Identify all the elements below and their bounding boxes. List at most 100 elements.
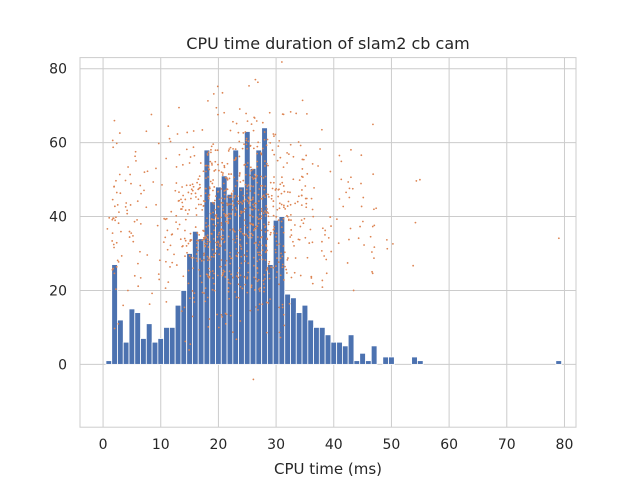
scatter-point — [277, 195, 280, 198]
scatter-point — [199, 162, 202, 164]
scatter-point — [178, 106, 180, 109]
scatter-point — [265, 331, 268, 334]
scatter-point — [362, 196, 365, 199]
scatter-point — [195, 246, 198, 249]
histogram-bar — [180, 290, 188, 365]
scatter-point — [258, 258, 261, 261]
scatter-point — [203, 254, 205, 257]
scatter-point — [245, 137, 248, 140]
scatter-point — [275, 187, 278, 190]
scatter-point — [267, 164, 269, 167]
scatter-point — [245, 233, 247, 236]
scatter-point — [319, 148, 321, 150]
scatter-point — [132, 235, 134, 237]
scatter-point — [156, 224, 159, 227]
scatter-point — [242, 132, 245, 134]
scatter-point — [267, 221, 270, 224]
scatter-point — [249, 144, 252, 147]
scatter-point — [232, 228, 235, 231]
scatter-point — [164, 287, 167, 290]
scatter-point — [251, 234, 254, 237]
y-tick-label: 60 — [49, 136, 67, 152]
scatter-point — [246, 162, 249, 164]
scatter-point — [301, 168, 304, 170]
histogram-bar — [411, 356, 418, 365]
scatter-point — [206, 234, 209, 237]
scatter-point — [252, 185, 255, 188]
scatter-point — [207, 195, 210, 198]
scatter-point — [213, 282, 215, 285]
scatter-point — [187, 242, 190, 245]
scatter-point — [208, 186, 211, 189]
scatter-point — [140, 192, 142, 195]
scatter-point — [255, 241, 257, 244]
scatter-point — [146, 254, 149, 256]
scatter-point — [224, 176, 227, 179]
scatter-point — [111, 240, 114, 242]
scatter-point — [115, 179, 117, 182]
scatter-point — [236, 271, 239, 274]
scatter-point — [162, 241, 165, 244]
scatter-point — [217, 233, 220, 236]
scatter-point — [329, 170, 332, 173]
scatter-point — [359, 225, 361, 228]
scatter-point — [213, 199, 216, 202]
scatter-point — [302, 158, 305, 161]
scatter-point — [244, 283, 246, 286]
scatter-point — [173, 253, 175, 256]
scatter-point — [211, 201, 214, 204]
scatter-point — [254, 202, 256, 205]
scatter-point — [206, 153, 209, 155]
histogram-bar — [336, 341, 343, 365]
scatter-point — [321, 279, 324, 282]
scatter-point — [169, 244, 172, 247]
scatter-point — [300, 204, 303, 207]
scatter-point — [201, 291, 204, 294]
scatter-point — [206, 259, 209, 262]
scatter-point — [280, 203, 283, 206]
scatter-point — [229, 262, 232, 265]
scatter-point — [260, 254, 262, 257]
scatter-point — [227, 150, 230, 152]
scatter-point — [245, 242, 248, 245]
scatter-point — [236, 179, 239, 182]
scatter-point — [340, 160, 343, 163]
scatter-point — [157, 142, 160, 145]
scatter-point — [202, 229, 204, 232]
x-tick-label: 20 — [210, 437, 228, 453]
scatter-point — [212, 237, 215, 240]
scatter-point — [176, 133, 179, 135]
scatter-point — [252, 229, 255, 232]
scatter-point — [238, 243, 241, 246]
scatter-point — [193, 154, 196, 157]
scatter-point — [190, 197, 192, 200]
scatter-point — [113, 185, 115, 188]
scatter-point — [210, 162, 213, 165]
scatter-point — [175, 221, 177, 224]
scatter-point — [214, 208, 216, 211]
scatter-point — [311, 162, 314, 165]
scatter-point — [201, 129, 204, 131]
scatter-point — [419, 178, 421, 181]
scatter-point — [181, 245, 184, 247]
scatter-point — [278, 331, 281, 334]
scatter-point — [330, 250, 333, 253]
scatter-point — [120, 255, 123, 257]
scatter-point — [195, 257, 198, 260]
scatter-point — [117, 260, 120, 263]
scatter-point — [273, 225, 275, 228]
scatter-point — [238, 215, 241, 217]
scatter-point — [237, 251, 239, 254]
scatter-point — [220, 259, 223, 261]
scatter-point — [189, 156, 192, 158]
scatter-point — [188, 349, 191, 351]
scatter-point — [198, 233, 201, 236]
scatter-point — [274, 251, 277, 254]
scatter-point — [218, 231, 221, 234]
scatter-point — [250, 232, 253, 235]
scatter-point — [348, 196, 351, 199]
scatter-point — [266, 138, 269, 141]
scatter-point — [258, 251, 261, 254]
scatter-point — [200, 194, 202, 197]
scatter-point — [229, 251, 231, 254]
